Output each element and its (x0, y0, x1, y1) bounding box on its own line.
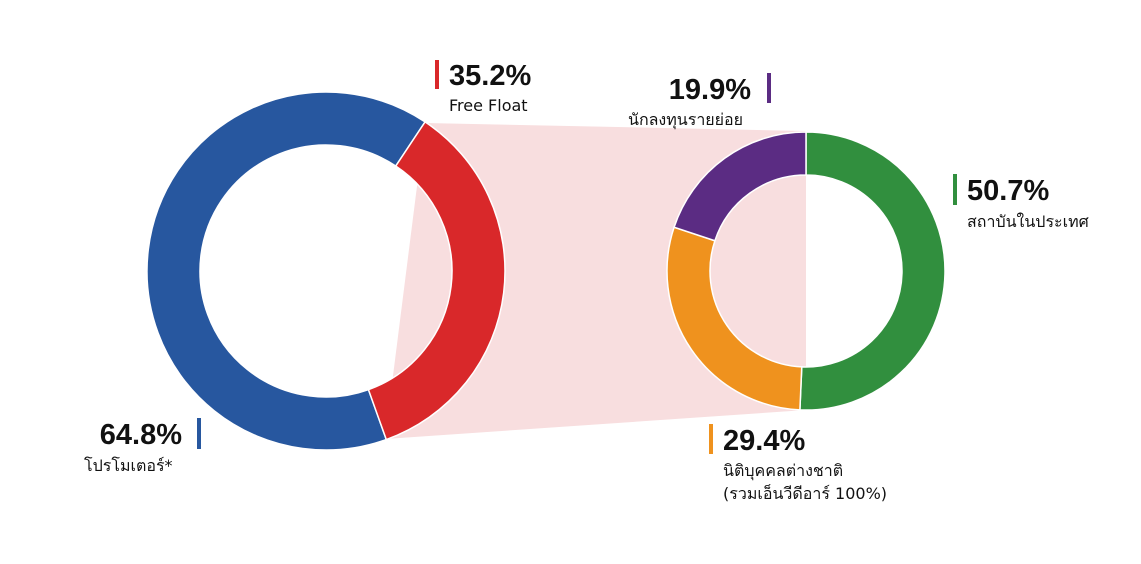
institution-value-label: 50.7% (967, 175, 1049, 207)
free-float-donut (666, 131, 946, 411)
free-float-marker (435, 60, 439, 89)
free-float-breakdown-slice-slice-1 (666, 226, 803, 411)
free-float-breakdown-slice-slice-0 (799, 131, 946, 411)
retail-marker (767, 73, 771, 103)
institution-label: สถาบันในประเทศ (967, 212, 1089, 231)
promoter-label: โปรโมเตอร์* (84, 456, 173, 475)
institution-marker (953, 174, 957, 205)
main-donut (146, 91, 506, 451)
main-slice-free-float (367, 120, 506, 441)
foreign-label: นิติบุคคลต่างชาติ (723, 461, 843, 481)
retail-label: นักลงทุนรายย่อย (628, 110, 743, 130)
free-float-breakdown-slice-slice-2 (673, 131, 807, 242)
free-float-value-label: 35.2% (449, 60, 531, 92)
free-float-label: Free Float (449, 96, 528, 115)
main-slice-slice-0 (146, 91, 427, 451)
foreign-marker (709, 424, 713, 454)
foreign-value-label: 29.4% (723, 425, 805, 457)
retail-value-label: 19.9% (669, 74, 751, 106)
promoter-value-label: 64.8% (100, 419, 182, 451)
promoter-marker (197, 418, 201, 449)
foreign-label-note: (รวมเอ็นวีดีอาร์ 100%) (723, 483, 887, 503)
